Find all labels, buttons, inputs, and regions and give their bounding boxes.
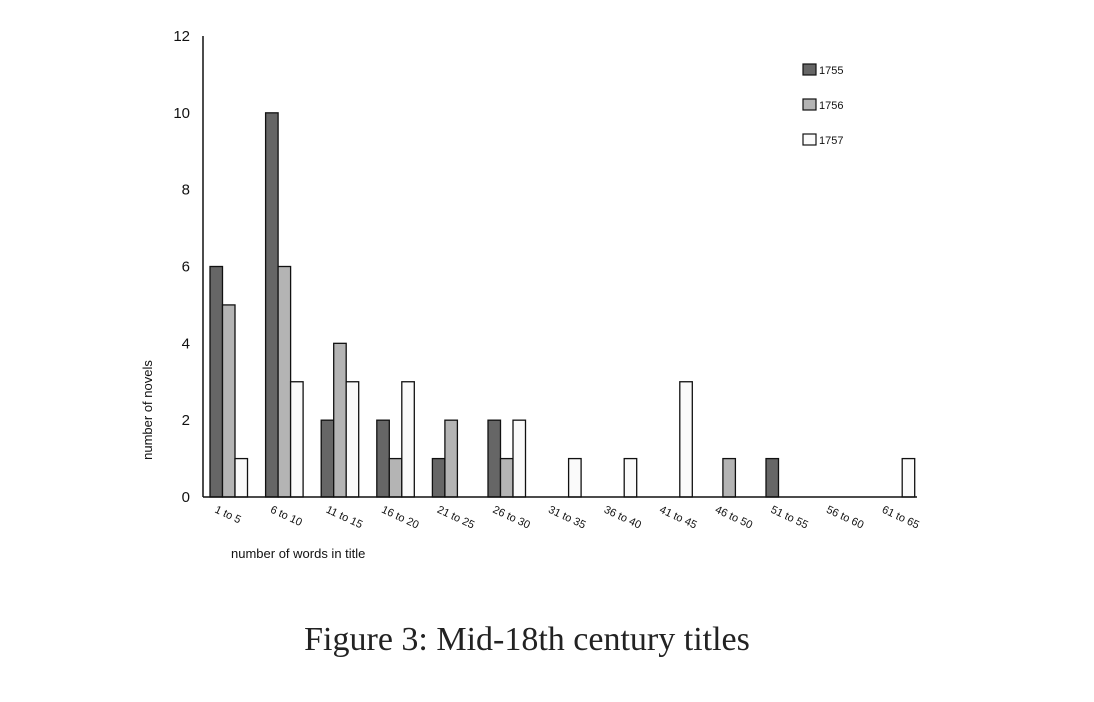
bar-1755-3 (320, 419, 335, 498)
x-tick-label: 26 to 30 (491, 504, 532, 532)
x-tick-label: 31 to 35 (546, 504, 587, 532)
bar-1757-3 (345, 381, 360, 498)
bar-1757-2 (289, 381, 304, 498)
bar-1757-1 (234, 457, 249, 498)
bar-1755-2 (264, 112, 279, 498)
figure-caption: Figure 3: Mid-18th century titles (304, 621, 750, 658)
bar-1757-6 (512, 419, 527, 498)
bar-1757-7 (567, 457, 582, 498)
bar-1756-4 (388, 457, 403, 498)
x-ticks-group: 1 to 5 6 to 10 11 to 15 16 to 20 21 to 25 26 … (213, 504, 921, 532)
bar-1757-13 (901, 457, 916, 498)
x-tick-label: 36 to 40 (602, 504, 643, 532)
bar-1755-4 (376, 419, 390, 498)
legend-swatch-1755 (802, 63, 817, 76)
x-tick-label: 1 to 5 (213, 504, 243, 527)
y-tick-label: 4 (182, 335, 190, 352)
bar-1756-5 (444, 419, 459, 498)
bar-1756-3 (333, 342, 347, 498)
legend-swatch-1757 (802, 133, 817, 146)
bar-chart: 0 2 4 6 8 10 12 1 to 5 6 to 10 11 to 15 16 to 20 2… (140, 28, 921, 561)
y-tick-label: 0 (182, 489, 190, 506)
x-tick-label: 41 to 45 (658, 504, 699, 532)
bar-1756-10 (722, 457, 737, 498)
legend-label-1757: 1757 (819, 135, 843, 147)
x-tick-label: 21 to 25 (435, 504, 476, 532)
bar-1755-11 (765, 457, 780, 498)
legend: 1755 1756 1757 (802, 63, 843, 147)
bar-1755-1 (209, 265, 224, 498)
bar-1757-8 (623, 457, 638, 498)
legend-label-1756: 1756 (819, 100, 843, 112)
bar-1756-2 (277, 265, 292, 498)
x-tick-label: 46 to 50 (713, 504, 754, 532)
x-tick-label: 11 to 15 (324, 504, 364, 531)
y-tick-label: 6 (182, 259, 190, 276)
y-tick-label: 12 (173, 28, 190, 45)
y-tick-label: 2 (182, 412, 190, 429)
x-tick-label: 16 to 20 (380, 504, 421, 532)
x-tick-label: 51 to 55 (769, 504, 810, 532)
y-axis-label: number of novels (140, 360, 155, 460)
x-tick-label: 6 to 10 (268, 504, 304, 529)
y-ticks-group: 0 2 4 6 8 10 12 (173, 28, 190, 506)
bar-1755-5 (431, 457, 446, 498)
x-axis-label: number of words in title (231, 546, 365, 561)
bar-1755-6 (487, 419, 502, 498)
bar-1757-4 (401, 381, 415, 498)
legend-swatch-1756 (802, 98, 817, 111)
bar-1757-9 (679, 381, 693, 498)
bars-group (209, 112, 916, 498)
y-tick-label: 8 (182, 182, 190, 199)
bar-1756-6 (499, 457, 514, 498)
y-tick-label: 10 (173, 105, 190, 122)
legend-label-1755: 1755 (819, 65, 843, 77)
bar-1756-1 (221, 304, 236, 498)
x-tick-label: 61 to 65 (880, 504, 921, 532)
x-tick-label: 56 to 60 (824, 504, 865, 532)
